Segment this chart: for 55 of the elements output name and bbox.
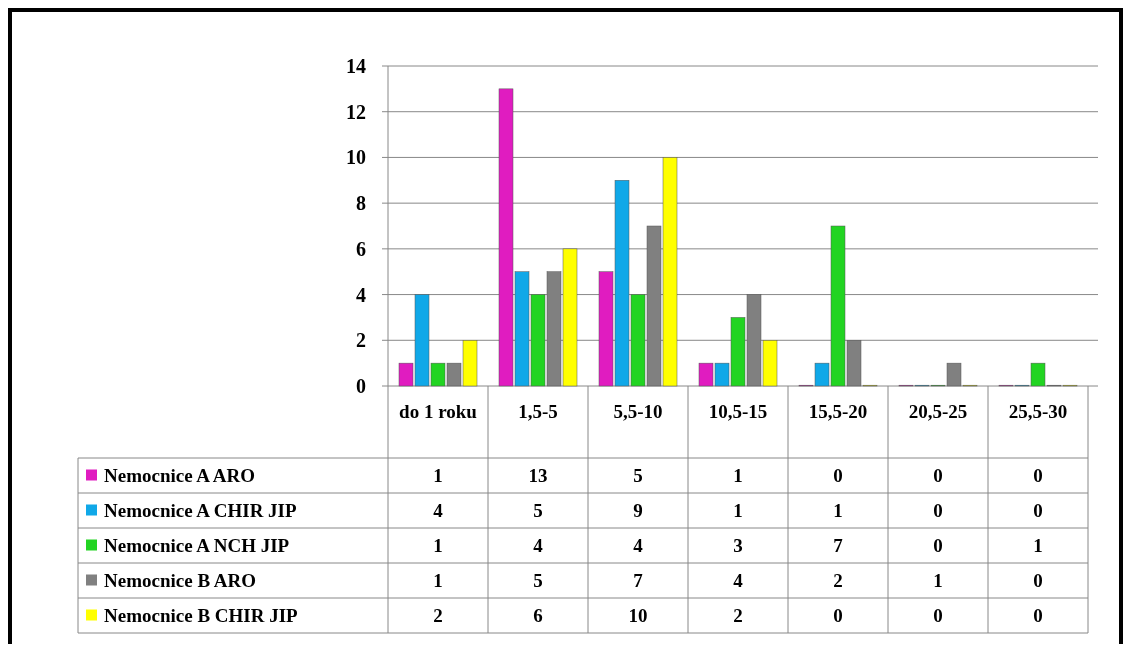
x-tick-label: 25,5-30 <box>1008 401 1068 422</box>
data-label: 0 <box>1033 500 1043 522</box>
data-label: 1 <box>1033 535 1043 557</box>
data-label: 1 <box>433 570 443 592</box>
x-tick-label: 5,5-10 <box>613 401 663 422</box>
legend-label: Nemocnice A CHIR JIP <box>104 500 298 522</box>
legend-label: Nemocnice B ARO <box>104 570 256 592</box>
data-label: 7 <box>833 535 844 557</box>
x-tick-label: 10,5-15 <box>708 401 768 422</box>
data-label: 0 <box>933 605 943 627</box>
data-label: 2 <box>833 570 843 592</box>
data-label: 0 <box>833 605 843 627</box>
x-tick-label: 15,5-20 <box>808 401 868 422</box>
data-label: 2 <box>433 605 443 627</box>
legend-label: Nemocnice A NCH JIP <box>104 535 290 557</box>
data-label: 1 <box>733 465 743 487</box>
data-label: 9 <box>633 500 643 522</box>
data-label: 5 <box>533 500 543 522</box>
data-label: 5 <box>633 465 643 487</box>
y-tick-label: 6 <box>356 237 366 260</box>
data-label: 1 <box>433 465 443 487</box>
data-label: 7 <box>633 570 644 592</box>
data-label: 0 <box>933 500 943 522</box>
data-label: 4 <box>733 570 744 592</box>
data-label: 4 <box>533 535 544 557</box>
y-tick-label: 8 <box>356 192 366 215</box>
data-label: 0 <box>933 465 943 487</box>
y-tick-label: 0 <box>356 375 366 397</box>
y-tick-label: 14 <box>346 55 366 77</box>
data-label: 1 <box>933 570 943 592</box>
legend-label: Nemocnice A ARO <box>104 465 255 487</box>
data-label: 0 <box>833 465 843 487</box>
y-tick-label: 4 <box>356 283 366 306</box>
data-label: 2 <box>733 605 743 627</box>
x-tick-label: do 1 roku <box>399 401 478 422</box>
legend-label: Nemocnice B CHIR JIP <box>104 605 299 627</box>
y-tick-label: 12 <box>346 100 366 123</box>
data-label: 5 <box>533 570 543 592</box>
data-label: 13 <box>528 465 548 487</box>
data-label: 0 <box>933 535 943 557</box>
data-label: 0 <box>1033 570 1043 592</box>
data-label: 0 <box>1033 605 1043 627</box>
y-tick-label: 10 <box>346 146 366 169</box>
data-label: 1 <box>733 500 743 522</box>
y-tick-label: 2 <box>356 329 366 352</box>
data-label: 3 <box>733 535 743 557</box>
data-label: 0 <box>1033 465 1043 487</box>
x-tick-label: 1,5-5 <box>518 401 558 422</box>
data-label: 4 <box>633 535 644 557</box>
x-tick-label: 20,5-25 <box>908 401 968 422</box>
data-label: 1 <box>433 535 443 557</box>
data-label: 4 <box>433 500 444 522</box>
data-label: 10 <box>628 605 648 627</box>
data-label: 1 <box>833 500 843 522</box>
data-label: 6 <box>533 605 543 627</box>
